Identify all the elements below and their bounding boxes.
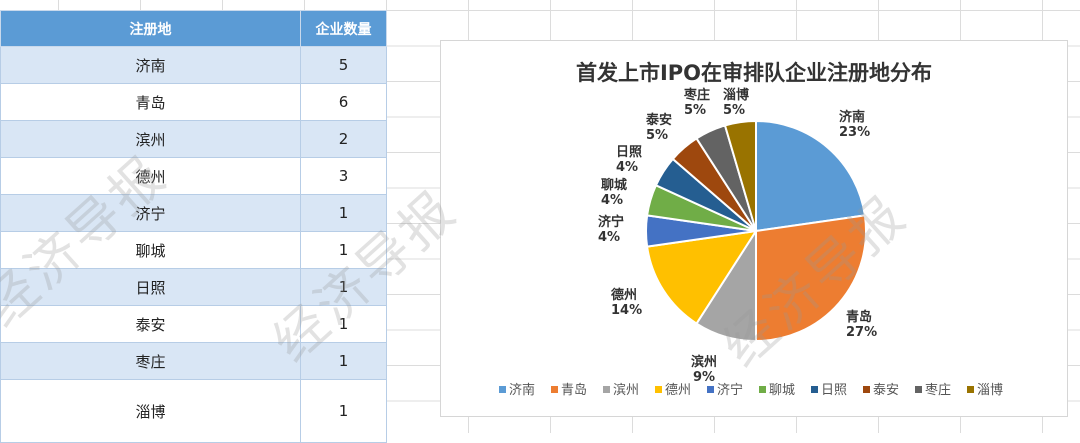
legend-swatch-6: [811, 386, 818, 393]
legend-swatch-8: [915, 386, 922, 393]
cell-place[interactable]: 滨州: [0, 120, 301, 158]
legend-swatch-4: [707, 386, 714, 393]
legend-item-6[interactable]: 日照: [811, 383, 847, 398]
legend-swatch-1: [551, 386, 558, 393]
data-label-1: 青岛 27%: [846, 309, 877, 340]
legend-swatch-5: [759, 386, 766, 393]
data-label-2: 滨州 9%: [691, 354, 717, 385]
pie-slice-0[interactable]: [755, 119, 867, 233]
cell-count[interactable]: 6: [300, 83, 387, 121]
legend-label-9: 淄博: [977, 383, 1003, 398]
legend-swatch-7: [863, 386, 870, 393]
cell-place[interactable]: 德州: [0, 157, 301, 195]
cell-count[interactable]: 1: [300, 379, 387, 443]
cell-count[interactable]: 1: [300, 268, 387, 306]
header-row: 注册地 企业数量: [0, 10, 387, 47]
table-row: 德州 3: [0, 157, 387, 195]
table-row: 济宁 1: [0, 194, 387, 232]
table-row: 枣庄 1: [0, 342, 387, 380]
data-label-5: 聊城 4%: [601, 177, 627, 208]
cell-count[interactable]: 3: [300, 157, 387, 195]
header-place[interactable]: 注册地: [0, 10, 301, 47]
legend-label-6: 日照: [821, 383, 847, 398]
table-row: 青岛 6: [0, 83, 387, 121]
data-label-0: 济南 23%: [839, 109, 870, 140]
cell-count[interactable]: 1: [300, 231, 387, 269]
table-row: 日照 1: [0, 268, 387, 306]
legend-label-5: 聊城: [769, 383, 795, 398]
cell-count[interactable]: 5: [300, 46, 387, 84]
legend-item-8[interactable]: 枣庄: [915, 382, 951, 398]
legend-label-0: 济南: [509, 382, 535, 398]
legend-item-5[interactable]: 聊城: [759, 383, 795, 398]
legend-item-7[interactable]: 泰安: [863, 383, 899, 398]
cell-place[interactable]: 枣庄: [0, 342, 301, 380]
data-label-8: 枣庄 5%: [683, 87, 710, 118]
cell-count[interactable]: 1: [300, 305, 387, 343]
cell-place[interactable]: 青岛: [0, 83, 301, 121]
data-table: 注册地 企业数量 济南 5 青岛 6 滨州 2 德州 3 济宁 1 聊城 1 日照 1 泰安 1…: [0, 10, 387, 443]
legend-swatch-0: [499, 386, 506, 393]
cell-count[interactable]: 2: [300, 120, 387, 158]
table-row: 滨州 2: [0, 120, 387, 158]
chart-title: 首发上市IPO在审排队企业注册地分布: [575, 61, 933, 85]
legend-label-7: 泰安: [873, 383, 899, 398]
pie-slice-1[interactable]: [755, 214, 867, 343]
legend-item-4[interactable]: 济宁: [707, 382, 743, 398]
legend-item-3[interactable]: 德州: [655, 383, 691, 398]
cell-place[interactable]: 济宁: [0, 194, 301, 232]
cell-place[interactable]: 日照: [0, 268, 301, 306]
table-row: 泰安 1: [0, 305, 387, 343]
legend-label-1: 青岛: [561, 382, 587, 398]
pie-chart: 济南 23% 青岛 27% 滨州 9% 德州 14% 济宁 4% 聊城 4%日照 4%泰安 5% 枣庄 5% 淄…: [499, 87, 1003, 398]
legend-item-9[interactable]: 淄博: [967, 383, 1003, 398]
pie-slice-3[interactable]: [645, 229, 759, 325]
legend-item-2[interactable]: 滨州: [603, 382, 639, 398]
legend-label-4: 济宁: [717, 382, 743, 398]
cell-place[interactable]: 泰安: [0, 305, 301, 343]
legend-label-8: 枣庄: [925, 382, 951, 398]
legend-swatch-3: [655, 386, 662, 393]
table-row: 聊城 1: [0, 231, 387, 269]
data-label-6: 日照 4%: [616, 145, 642, 175]
pie-chart-panel[interactable]: 首发上市IPO在审排队企业注册地分布 济南 23% 青岛 27% 滨州 9% 德州 14% 济宁…: [440, 40, 1068, 417]
cell-place[interactable]: 淄博: [0, 379, 301, 443]
legend-label-2: 滨州: [613, 382, 639, 398]
table-row: 淄博 1: [0, 379, 387, 443]
header-count[interactable]: 企业数量: [300, 10, 387, 47]
legend-swatch-2: [603, 386, 610, 393]
data-label-4: 济宁 4%: [598, 214, 624, 245]
cell-place[interactable]: 济南: [0, 46, 301, 84]
legend-item-0[interactable]: 济南: [499, 382, 535, 398]
data-label-3: 德州 14%: [611, 287, 642, 318]
legend-swatch-9: [967, 386, 974, 393]
legend-item-1[interactable]: 青岛: [551, 382, 587, 398]
cell-count[interactable]: 1: [300, 194, 387, 232]
cell-place[interactable]: 聊城: [0, 231, 301, 269]
data-label-7: 泰安 5%: [645, 112, 672, 143]
pie-slice-9[interactable]: [723, 119, 757, 232]
cell-count[interactable]: 1: [300, 342, 387, 380]
table-row: 济南 5: [0, 46, 387, 84]
legend-label-3: 德州: [665, 383, 691, 398]
data-label-9: 淄博 5%: [723, 87, 749, 118]
